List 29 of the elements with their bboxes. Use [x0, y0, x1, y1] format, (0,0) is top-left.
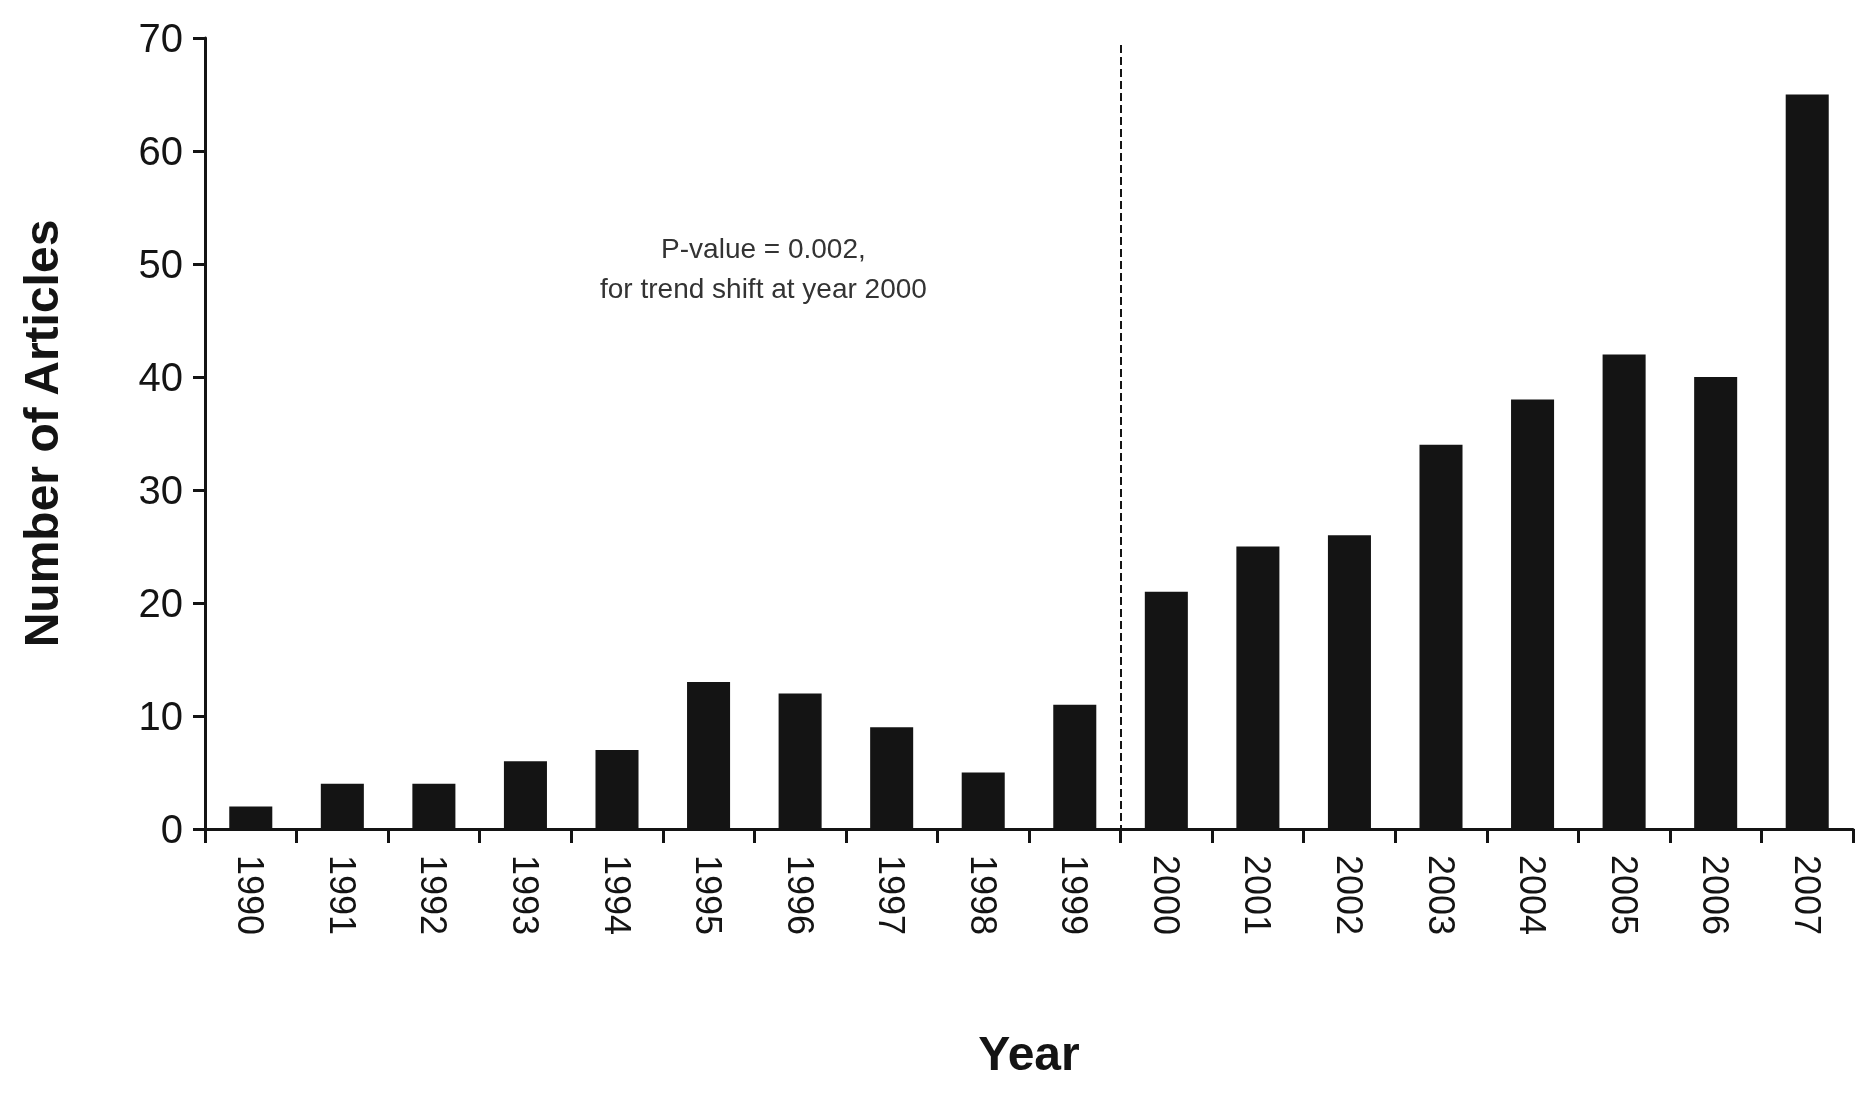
- y-tick-label: 10: [138, 694, 183, 738]
- x-axis-title: Year: [978, 1026, 1080, 1080]
- x-tick-label: 1992: [413, 855, 455, 936]
- x-tick-label: 2006: [1695, 855, 1737, 936]
- y-tick-label: 20: [138, 581, 183, 625]
- x-tick-label: 1997: [871, 855, 913, 936]
- y-tick-label: 0: [160, 807, 183, 851]
- x-tick-label: 2007: [1786, 855, 1828, 936]
- x-tick-label: 1998: [962, 855, 1004, 936]
- x-tick-label: 2005: [1603, 855, 1645, 936]
- y-tick-label: 40: [138, 355, 183, 399]
- y-axis-title: Number of Articles: [14, 219, 68, 648]
- x-tick-label: 2001: [1237, 855, 1279, 936]
- x-tick-label: 2000: [1145, 855, 1187, 936]
- x-tick-label: 1996: [779, 855, 821, 936]
- x-tick-label: 1994: [596, 855, 638, 936]
- x-tick-label: 1990: [230, 855, 272, 936]
- x-tick-label: 2004: [1512, 855, 1554, 936]
- y-tick-label: 30: [138, 468, 183, 512]
- y-tick-label: 70: [138, 16, 183, 60]
- y-tick-label: 60: [138, 129, 183, 173]
- x-tick-label: 1995: [688, 855, 730, 936]
- x-tick-label: 2002: [1328, 855, 1370, 936]
- x-tick-label: 1991: [321, 855, 363, 936]
- annotation: P-value = 0.002, for trend shift at year 2000: [600, 232, 927, 304]
- x-tick-label: 2003: [1420, 855, 1462, 936]
- y-tick-label: 50: [138, 242, 183, 286]
- x-tick-label: 1999: [1054, 855, 1096, 936]
- x-tick-label: 1993: [504, 855, 546, 936]
